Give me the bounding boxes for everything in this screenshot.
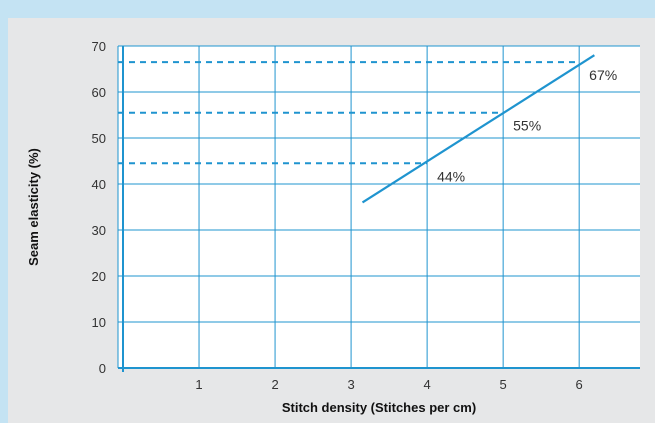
line-chart: 0 10 20 30 40 50 60 70 1 2 3 4 5 6 44% 55% 67% Stitch de… — [26, 39, 640, 415]
y-tick-label: 0 — [99, 361, 106, 376]
x-axis-label: Stitch density (Stitches per cm) — [282, 400, 476, 415]
plot-background — [118, 46, 640, 368]
y-tick-label: 70 — [92, 39, 106, 54]
y-tick-label: 10 — [92, 315, 106, 330]
plot-area: 0 10 20 30 40 50 60 70 1 2 3 4 5 6 44% 55% 67% — [92, 39, 640, 392]
y-tick-label: 50 — [92, 131, 106, 146]
y-tick-label: 30 — [92, 223, 106, 238]
x-tick-label: 5 — [500, 377, 507, 392]
x-tick-label: 4 — [424, 377, 431, 392]
chart-panel: 0 10 20 30 40 50 60 70 1 2 3 4 5 6 44% 55% 67% Stitch de… — [8, 18, 655, 423]
x-tick-label: 3 — [347, 377, 354, 392]
data-label: 55% — [513, 118, 541, 134]
y-axis-label: Seam elasticity (%) — [26, 148, 41, 266]
data-label: 67% — [589, 67, 617, 83]
x-tick-label: 1 — [195, 377, 202, 392]
x-tick-label: 6 — [576, 377, 583, 392]
y-tick-label: 20 — [92, 269, 106, 284]
series-line — [361, 54, 595, 204]
y-tick-label: 60 — [92, 85, 106, 100]
data-label: 44% — [437, 168, 465, 184]
x-tick-label: 2 — [271, 377, 278, 392]
y-tick-label: 40 — [92, 177, 106, 192]
